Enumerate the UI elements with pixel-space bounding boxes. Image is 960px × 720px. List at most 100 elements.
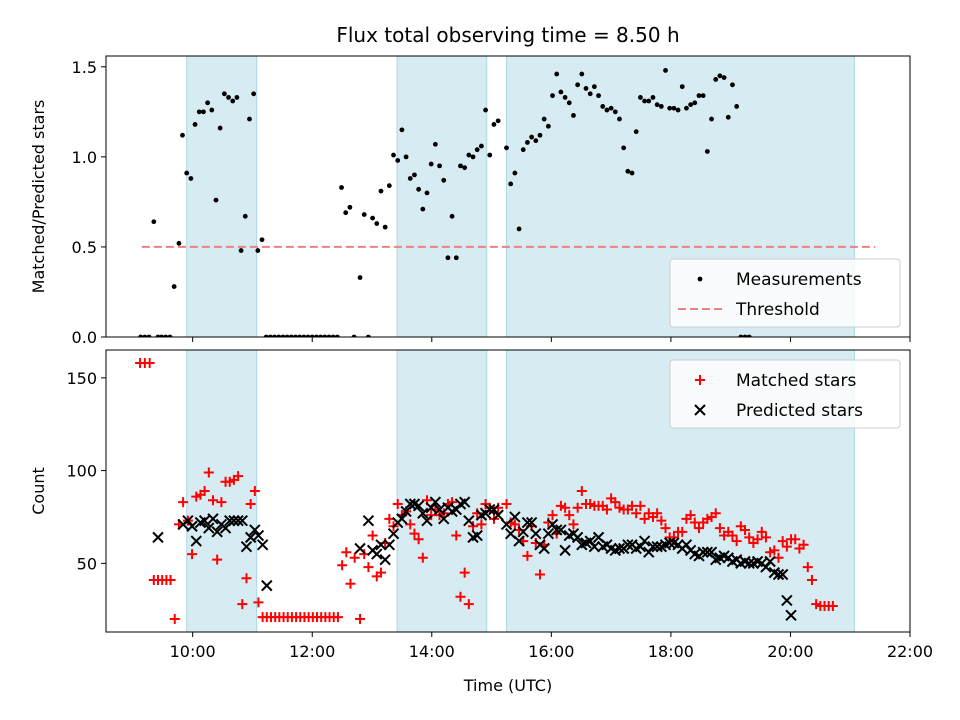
measurement-point — [709, 116, 714, 122]
measurement-point — [780, 0, 785, 2]
measurement-point — [604, 107, 610, 113]
predicted-point — [705, 546, 718, 558]
measurement-point — [550, 93, 555, 99]
measurement-point — [579, 71, 585, 77]
predicted-point — [613, 542, 626, 555]
measurement-point — [167, 334, 173, 337]
measurement-point — [159, 334, 164, 337]
matched-point — [409, 528, 420, 539]
measurement-point — [386, 183, 392, 189]
measurement-point — [508, 181, 514, 187]
predicted-point — [542, 527, 555, 540]
matched-point — [212, 554, 223, 565]
matched-point — [375, 567, 386, 578]
matched-point — [572, 502, 583, 513]
measurement-point — [217, 125, 223, 131]
observing-span — [186, 350, 258, 632]
matched-point — [547, 510, 558, 521]
legend: Matched stars Predicted stars — [669, 359, 901, 429]
y-axis-title: Matched/Predicted stars — [29, 100, 48, 294]
y-axis-title: Count — [29, 467, 48, 515]
predicted-point — [429, 496, 442, 508]
predicted-point — [236, 514, 248, 527]
matched-point — [777, 536, 788, 547]
predicted-point — [211, 526, 223, 538]
measurement-point — [192, 122, 198, 127]
matched-point — [178, 497, 189, 508]
plot-frame — [105, 349, 911, 633]
y-tick-label: 150 — [66, 369, 97, 388]
measurement-point — [713, 77, 719, 82]
matched-point — [639, 513, 650, 524]
predicted-point — [651, 540, 663, 553]
matched-point — [405, 519, 416, 530]
measurement-point — [504, 145, 509, 151]
matched-point — [413, 534, 424, 545]
measurement-point — [263, 334, 269, 337]
matched-point — [710, 508, 721, 519]
measurement-point — [617, 116, 622, 122]
measurement-point — [382, 224, 388, 230]
predicted-point — [551, 524, 563, 536]
measurement-point — [814, 0, 819, 2]
measurement-point — [395, 158, 401, 163]
y-tick-label: 100 — [66, 462, 97, 481]
matched-point — [337, 560, 348, 571]
matched-point — [203, 467, 214, 478]
predicted-point — [492, 509, 504, 521]
measurement-point — [487, 152, 493, 158]
measurement-point — [625, 168, 631, 174]
observing-span — [186, 56, 258, 337]
matched-point — [693, 523, 704, 534]
predicted-point — [249, 524, 261, 536]
predicted-point — [203, 522, 215, 534]
predicted-point — [588, 540, 601, 553]
predicted-point — [697, 546, 709, 558]
measurement-point — [537, 132, 543, 138]
measurement-point — [545, 123, 551, 129]
measurement-point — [255, 248, 261, 253]
predicted-point — [190, 535, 202, 547]
measurement-point — [755, 0, 760, 2]
measurement-point — [704, 149, 710, 154]
matched-point — [714, 523, 725, 534]
measurement-point — [591, 84, 597, 90]
measurement-point — [801, 0, 806, 2]
legend-box — [669, 359, 901, 429]
measurement-point — [654, 102, 660, 108]
matched-point — [345, 578, 356, 589]
measurement-point — [658, 104, 664, 109]
predicted-point — [525, 516, 538, 529]
measurement-point — [428, 161, 434, 167]
measurement-point — [483, 107, 488, 113]
legend: Measurements Threshold — [669, 258, 901, 328]
matched-point — [752, 534, 763, 545]
predicted-point — [252, 529, 265, 542]
measurement-point — [583, 86, 589, 91]
measurement-point — [370, 215, 376, 221]
y-tick-label: 1.0 — [72, 148, 97, 167]
measurement-point — [391, 152, 396, 158]
x-tick-label: 18:00 — [648, 642, 694, 661]
matched-point — [233, 471, 244, 482]
matched-point — [677, 526, 688, 537]
matched-point — [417, 552, 428, 563]
matched-point — [576, 486, 587, 496]
measurement-point — [667, 105, 673, 111]
measurement-point — [872, 0, 877, 2]
predicted-point — [256, 539, 269, 551]
measurement-point — [562, 95, 568, 100]
measurement-point — [196, 109, 202, 115]
measurement-point — [520, 147, 526, 153]
matched-point — [208, 495, 219, 506]
measurement-point — [441, 177, 447, 183]
matched-point — [652, 508, 663, 519]
legend-box — [669, 258, 901, 328]
measurement-point — [839, 0, 844, 2]
measurement-point — [462, 165, 468, 171]
matched-point — [241, 573, 252, 584]
measurement-point — [864, 0, 869, 2]
matched-point — [245, 498, 256, 509]
matched-point — [568, 519, 579, 530]
matched-point — [760, 532, 771, 543]
